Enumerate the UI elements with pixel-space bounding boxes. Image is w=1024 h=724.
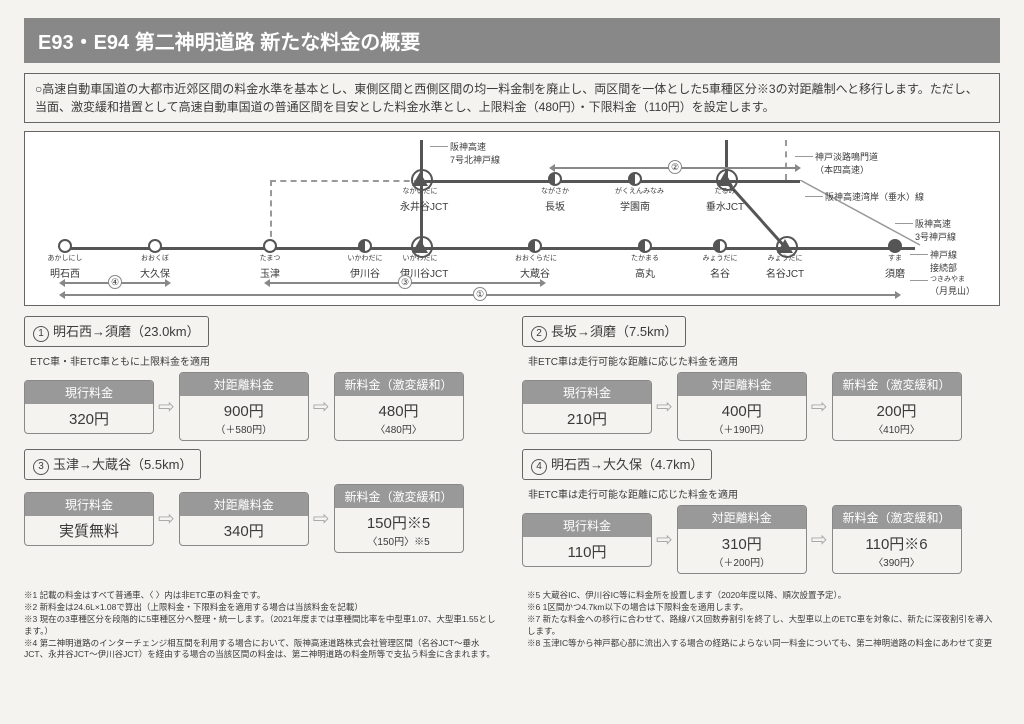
- fare-section: 3玉津→大蔵谷（5.5km） 現行料金実質無料⇨対距離料金340円⇨新料金（激変…: [24, 449, 502, 553]
- arrow-icon: ⇨: [656, 527, 673, 552]
- footnote: ※2 新料金は24.6L×1.08で算出（上限料金・下限料金を適用する場合は当該…: [24, 602, 497, 614]
- arrow-icon: ⇨: [313, 394, 330, 419]
- arrow-icon: ⇨: [811, 527, 828, 552]
- arrow-icon: ⇨: [656, 394, 673, 419]
- footnote: ※5 大蔵谷IC、伊川谷IC等に料金所を設置します（2020年度以降、順次設置予…: [527, 590, 1000, 602]
- section-arrow: ①: [65, 294, 895, 296]
- station-node: みょうだに 名谷: [700, 239, 740, 280]
- price-box: 対距離料金900円（＋580円）: [179, 372, 309, 441]
- station-node: たかまる 高丸: [625, 239, 665, 280]
- fare-section: 1明石西→須磨（23.0km） ETC車・非ETC車ともに上限料金を適用 現行料…: [24, 316, 502, 441]
- station-node: おおくらだに 大蔵谷: [515, 239, 555, 280]
- arrow-icon: ⇨: [313, 506, 330, 531]
- page-title: E93・E94 第二神明道路 新たな料金の概要: [24, 18, 1000, 63]
- station-node: たるみ 垂水JCT: [705, 172, 745, 213]
- price-box: 対距離料金400円（＋190円）: [677, 372, 807, 441]
- footnote: ※7 新たな料金への移行に合わせて、路線バス回数券割引を終了し、大型車以上のET…: [527, 614, 1000, 638]
- fare-section: 4明石西→大久保（4.7km） 非ETC車は走行可能な距離に応じた料金を適用 現…: [522, 449, 1000, 574]
- price-box: 新料金（激変緩和）480円〈480円〉: [334, 372, 464, 441]
- section-arrow: ②: [555, 167, 795, 169]
- arrow-icon: ⇨: [158, 506, 175, 531]
- fare-section: 2長坂→須磨（7.5km） 非ETC車は走行可能な距離に応じた料金を適用 現行料…: [522, 316, 1000, 441]
- footnote: ※4 第二神明道路のインターチェンジ相互間を利用する場合において、阪神高速道路株…: [24, 638, 497, 662]
- footnote: ※8 玉津IC等から神戸都心部に流出入する場合の経路によらない同一料金についても…: [527, 638, 1000, 650]
- price-box: 現行料金210円: [522, 380, 652, 434]
- station-node: がくえんみなみ 学園南: [615, 172, 655, 213]
- side-label: 阪神高速湾岸（垂水）線: [825, 190, 924, 203]
- price-box: 現行料金320円: [24, 380, 154, 434]
- intro-text: ○高速自動車国道の大都市近郊区間の料金水準を基本とし、東側区間と西側区間の均一料…: [24, 73, 1000, 123]
- route-diagram: あかしにし 明石西 おおくぼ 大久保 たまつ 玉津 いかわだに 伊川谷 いかわだ…: [24, 131, 1000, 306]
- section-arrow: ③: [270, 282, 540, 284]
- arrow-icon: ⇨: [811, 394, 828, 419]
- station-node: ながさか 長坂: [535, 172, 575, 213]
- station-node: あかしにし 明石西: [45, 239, 85, 280]
- station-node: たまつ 玉津: [250, 239, 290, 280]
- side-label: 神戸淡路鳴門道（本四高速）: [815, 150, 878, 176]
- footnote: ※6 1区間かつ4.7km以下の場合は下限料金を適用します。: [527, 602, 1000, 614]
- side-label: 阪神高速3号神戸線: [915, 217, 956, 243]
- station-node: ながいだに 永井谷JCT: [400, 172, 440, 213]
- price-box: 新料金（激変緩和）110円※6〈390円〉: [832, 505, 962, 574]
- price-box: 対距離料金340円: [179, 492, 309, 546]
- price-box: 新料金（激変緩和）150円※5〈150円〉※5: [334, 484, 464, 553]
- price-box: 対距離料金310円（＋200円）: [677, 505, 807, 574]
- station-node: みょうだに 名谷JCT: [765, 239, 805, 280]
- side-label: 阪神高速7号北神戸線: [450, 140, 500, 166]
- side-label: 神戸線接続部: [930, 248, 957, 274]
- arrow-icon: ⇨: [158, 394, 175, 419]
- station-node: すま 須磨: [875, 239, 915, 280]
- footnote: ※3 現在の3車種区分を段階的に5車種区分へ整理・統一します。（2021年度まで…: [24, 614, 497, 638]
- station-node: おおくぼ 大久保: [135, 239, 175, 280]
- side-label: つきみやま（月見山）: [930, 274, 975, 297]
- section-arrow: ④: [65, 282, 165, 284]
- price-box: 現行料金110円: [522, 513, 652, 567]
- price-box: 新料金（激変緩和）200円〈410円〉: [832, 372, 962, 441]
- price-box: 現行料金実質無料: [24, 492, 154, 546]
- footnote: ※1 記載の料金はすべて普通車、〈 〉内は非ETC車の料金です。: [24, 590, 497, 602]
- station-node: いかわだに 伊川谷JCT: [400, 239, 440, 280]
- station-node: いかわだに 伊川谷: [345, 239, 385, 280]
